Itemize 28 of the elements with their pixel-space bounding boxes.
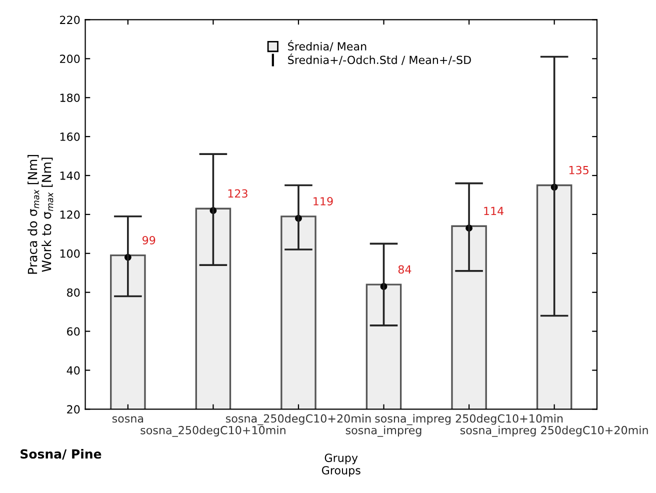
text: Średnia/ Mean bbox=[288, 40, 366, 52]
y-tick-label: 180 bbox=[60, 94, 80, 102]
y-tick-label: 220 bbox=[60, 16, 80, 24]
x-tick-label: sosna_250degC10+20min bbox=[226, 414, 371, 426]
y-tick-label: 80 bbox=[67, 288, 80, 297]
annotation: Średnia+/-Odch.Std / Mean+/-SD bbox=[288, 54, 471, 65]
text: Praca do σ$_{max}$ [Nm] Work to σ$_{max}$ [Nm] bbox=[28, 154, 54, 274]
data-label: 119 bbox=[314, 197, 333, 206]
y-tick-label: 200 bbox=[60, 54, 80, 64]
text: Sosna/ Pine bbox=[20, 448, 102, 460]
x-tick-label: sosna_impreg 250degC10+10min bbox=[375, 414, 563, 426]
y-tick-label: 20 bbox=[67, 405, 80, 414]
y-tick-label: 40 bbox=[66, 366, 80, 375]
x-tick-label: sosna_impreg bbox=[346, 426, 422, 437]
x-tick-label: sosna bbox=[112, 416, 144, 423]
y-tick-label: 120 bbox=[60, 210, 80, 219]
data-label: 99 bbox=[142, 236, 156, 244]
y-tick-label: 60 bbox=[67, 327, 80, 336]
x-tick-label: sosna_250degC10+10min bbox=[140, 426, 286, 437]
data-label: 114 bbox=[484, 206, 504, 216]
data-label: 135 bbox=[569, 166, 588, 174]
x-tick-label: sosna_impreg 250degC10+20min bbox=[460, 426, 648, 437]
data-label: 84 bbox=[398, 265, 412, 274]
y-tick-label: 160 bbox=[60, 132, 80, 141]
y-tick-label: 140 bbox=[60, 171, 80, 180]
data-label: 123 bbox=[228, 189, 248, 198]
y-tick-label: 100 bbox=[60, 249, 80, 258]
x-axis-title: Grupy Groups bbox=[322, 454, 360, 477]
